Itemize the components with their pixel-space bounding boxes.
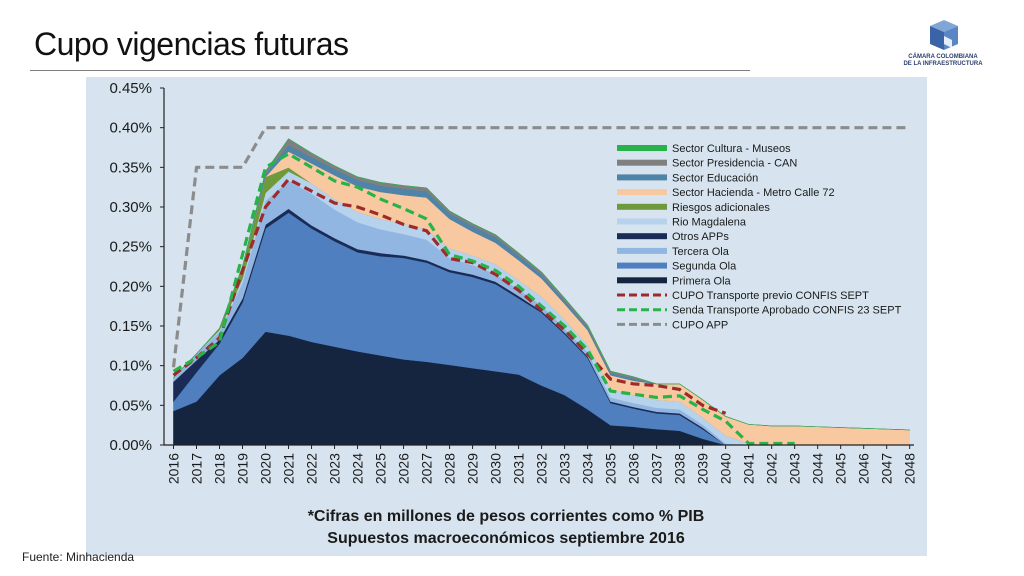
legend-item-sector-hacienda-metro-calle-72: Sector Hacienda - Metro Calle 72 bbox=[617, 187, 835, 199]
legend-swatch bbox=[617, 247, 667, 254]
x-tick-label: 2025 bbox=[373, 453, 389, 484]
y-tick-label: 0.00% bbox=[109, 437, 152, 454]
legend-item-sector-educacion: Sector Educación bbox=[617, 172, 758, 184]
x-tick-label: 2019 bbox=[235, 453, 251, 484]
x-tick-label: 2024 bbox=[350, 453, 366, 484]
chart-note-line-1: *Cifras en millones de pesos corrientes … bbox=[308, 508, 705, 525]
y-tick-label: 0.40% bbox=[109, 120, 152, 137]
x-tick-label: 2048 bbox=[902, 453, 918, 484]
cci-logo-icon bbox=[930, 20, 958, 50]
legend-label: Segunda Ola bbox=[672, 261, 737, 273]
x-tick-label: 2035 bbox=[603, 453, 619, 484]
legend-label: Sector Hacienda - Metro Calle 72 bbox=[672, 187, 835, 199]
line-cupo-app bbox=[171, 126, 910, 368]
x-tick-label: 2022 bbox=[304, 453, 320, 484]
x-tick-label: 2017 bbox=[189, 453, 205, 484]
legend-label: Sector Cultura - Museos bbox=[672, 143, 791, 155]
x-tick-label: 2038 bbox=[672, 453, 688, 484]
x-tick-label: 2023 bbox=[327, 453, 343, 484]
legend-swatch bbox=[617, 262, 667, 269]
y-tick-label: 0.15% bbox=[109, 318, 152, 335]
x-tick-label: 2032 bbox=[534, 453, 550, 484]
legend-label: Riesgos adicionales bbox=[672, 202, 770, 214]
legend-swatch bbox=[617, 277, 667, 284]
legend-item-primera-ola: Primera Ola bbox=[617, 275, 732, 287]
x-tick-label: 2047 bbox=[879, 453, 895, 484]
x-tick-label: 2040 bbox=[718, 453, 734, 484]
stacked-area-chart: 0.00% 0.05% 0.10% 0.15% 0.20% 0.25% 0.30% 0.35%… bbox=[109, 80, 917, 547]
chart-panel: 0.00% 0.05% 0.10% 0.15% 0.20% 0.25% 0.30% 0.35%… bbox=[86, 77, 927, 556]
legend-swatch bbox=[617, 174, 667, 181]
x-tick-label: 2030 bbox=[488, 453, 504, 484]
y-tick-label: 0.10% bbox=[109, 358, 152, 375]
x-tick-label: 2042 bbox=[764, 453, 780, 484]
legend-label: Senda Transporte Aprobado CONFIS 23 SEPT bbox=[672, 305, 902, 317]
x-tick-label: 2043 bbox=[787, 453, 803, 484]
source-note: Fuente: Minhacienda bbox=[22, 550, 135, 564]
legend: Sector Cultura - Museos Sector Presidenci… bbox=[617, 143, 902, 331]
legend-item-sector-presidencia-can: Sector Presidencia - CAN bbox=[617, 158, 797, 170]
legend-label: Primera Ola bbox=[672, 275, 732, 287]
x-tick-label: 2044 bbox=[810, 453, 826, 484]
legend-label: Rio Magdalena bbox=[672, 217, 747, 229]
x-tick-label: 2045 bbox=[833, 453, 849, 484]
logo-wordmark: CÁMARA COLOMBIANA DE LA INFRAESTRUCTURA bbox=[900, 54, 986, 68]
y-tick-label: 0.35% bbox=[109, 159, 152, 176]
legend-label: Sector Presidencia - CAN bbox=[672, 158, 797, 170]
line-cupo-transporte-previo-confis-sept bbox=[172, 177, 727, 415]
legend-item-senda-transporte-aprobado-confis-23-sept: Senda Transporte Aprobado CONFIS 23 SEPT bbox=[617, 305, 902, 317]
legend-item-sector-cultura-museos: Sector Cultura - Museos bbox=[617, 143, 791, 155]
legend-item-cupo-app: CUPO APP bbox=[617, 319, 728, 331]
page-title: Cupo vigencias futuras bbox=[34, 26, 349, 62]
legend-label: Tercera Ola bbox=[672, 246, 730, 258]
legend-item-riesgos-adicionales: Riesgos adicionales bbox=[617, 202, 770, 214]
y-tick-label: 0.20% bbox=[109, 278, 152, 295]
legend-swatch bbox=[617, 218, 667, 225]
x-tick-label: 2036 bbox=[626, 453, 642, 484]
legend-label: CUPO APP bbox=[672, 319, 728, 331]
x-tick-label: 2039 bbox=[695, 453, 711, 484]
legend-swatch bbox=[617, 159, 667, 166]
x-tick-label: 2034 bbox=[580, 453, 596, 484]
y-tick-label: 0.05% bbox=[109, 397, 152, 414]
y-tick-label: 0.45% bbox=[109, 80, 152, 97]
legend-label: Sector Educación bbox=[672, 172, 758, 184]
y-tick-label: 0.25% bbox=[109, 239, 152, 256]
line-senda-transporte-aprobado-confis-23-sept bbox=[172, 152, 795, 446]
x-tick-label: 2016 bbox=[166, 453, 182, 484]
area-sector-cultura-museos bbox=[173, 138, 910, 431]
legend-item-tercera-ola: Tercera Ola bbox=[617, 246, 730, 258]
x-tick-label: 2026 bbox=[396, 453, 412, 484]
axes-group: 0.00% 0.05% 0.10% 0.15% 0.20% 0.25% 0.30% 0.35%… bbox=[109, 80, 917, 484]
legend-swatch bbox=[617, 189, 667, 196]
x-tick-label: 2046 bbox=[856, 453, 872, 484]
x-tick-label: 2021 bbox=[281, 453, 297, 484]
logo-line-1: CÁMARA COLOMBIANA bbox=[908, 54, 978, 60]
legend-item-otros-apps: Otros APPs bbox=[617, 231, 729, 243]
legend-item-cupo-transporte-previo-confis-sept: CUPO Transporte previo CONFIS SEPT bbox=[617, 290, 869, 302]
legend-label: CUPO Transporte previo CONFIS SEPT bbox=[672, 290, 869, 302]
x-tick-label: 2029 bbox=[465, 453, 481, 484]
chart-note-line-2: Supuestos macroeconómicos septiembre 201… bbox=[327, 530, 685, 547]
x-tick-label: 2031 bbox=[511, 453, 527, 484]
title-divider bbox=[30, 70, 750, 71]
x-tick-label: 2027 bbox=[419, 453, 435, 484]
legend-item-segunda-ola: Segunda Ola bbox=[617, 261, 737, 273]
line-series-group bbox=[171, 126, 910, 446]
x-tick-label: 2033 bbox=[557, 453, 573, 484]
x-tick-label: 2018 bbox=[212, 453, 228, 484]
logo-line-2: DE LA INFRAESTRUCTURA bbox=[903, 61, 983, 67]
y-tick-label: 0.30% bbox=[109, 199, 152, 216]
x-tick-label: 2028 bbox=[442, 453, 458, 484]
x-tick-label: 2037 bbox=[649, 453, 665, 484]
area-series-group bbox=[173, 138, 910, 446]
x-tick-label: 2020 bbox=[258, 453, 274, 484]
legend-label: Otros APPs bbox=[672, 231, 729, 243]
x-tick-label: 2041 bbox=[741, 453, 757, 484]
legend-swatch bbox=[617, 233, 667, 240]
legend-swatch bbox=[617, 145, 667, 151]
legend-swatch bbox=[617, 203, 667, 210]
legend-item-rio-magdalena: Rio Magdalena bbox=[617, 217, 747, 229]
